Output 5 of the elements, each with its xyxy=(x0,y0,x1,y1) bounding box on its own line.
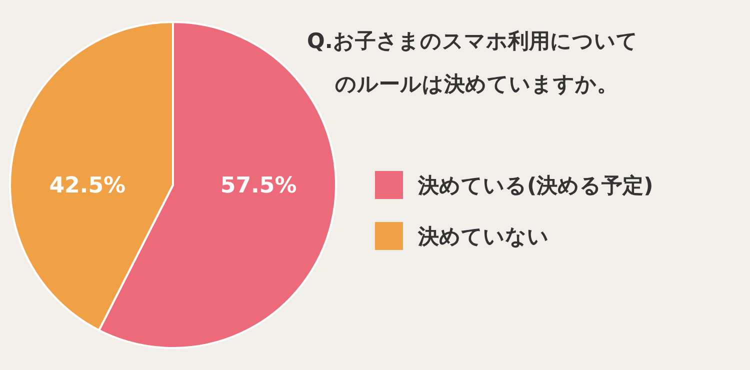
data-label: 42.5% xyxy=(49,174,126,199)
text: Q.お子さまのスマホ利用についてのルールは決めていますか。 xyxy=(307,28,639,98)
legend-label: 決めていない xyxy=(417,224,549,248)
legend-label: 決めている(決める予定) xyxy=(417,173,654,198)
data-label: 57.5% xyxy=(220,174,297,199)
